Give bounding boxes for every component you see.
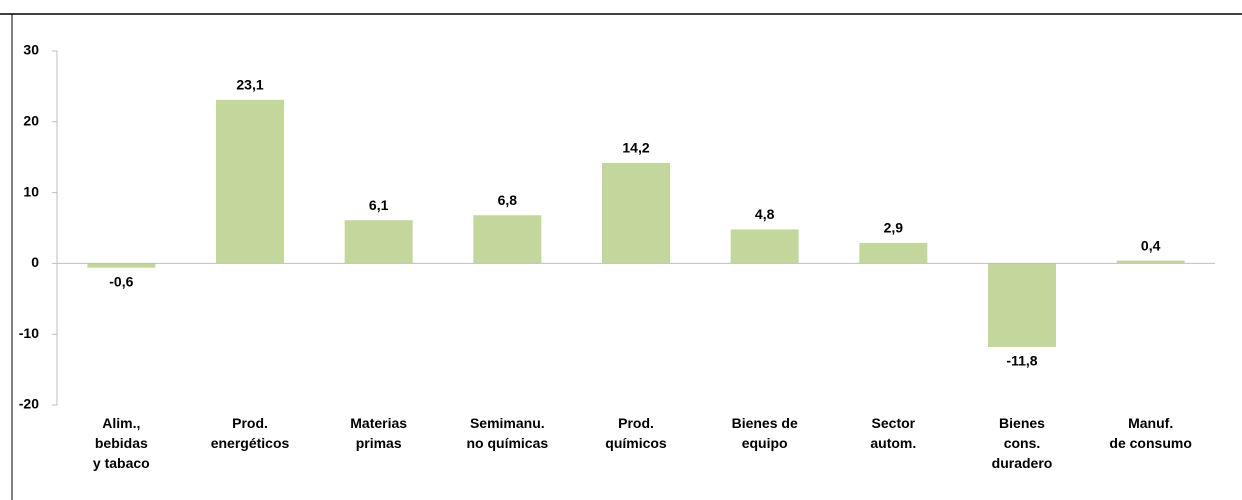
bar [988,263,1056,347]
x-tick-label: Sector autom. [870,415,916,451]
y-tick-label: -10 [19,325,39,341]
data-label: 6,8 [498,192,518,208]
data-label: -11,8 [1006,353,1037,369]
x-tick-label: Materias primas [350,415,407,451]
y-tick-label: -20 [19,396,39,412]
data-label: 6,1 [369,197,389,213]
bar [216,99,284,264]
x-tick-label: Manuf. de consumo [1109,415,1191,451]
bar [602,162,670,264]
bar [87,263,156,268]
x-tick-label: Prod. químicos [605,415,667,451]
bar [859,242,928,264]
x-tick-label: Prod. energéticos [211,415,290,451]
data-label: 4,8 [755,206,775,222]
x-tick-label: Semimanu. no químicas [466,415,548,451]
data-label: 23,1 [236,77,263,93]
bar [473,215,542,264]
data-label: 0,4 [1141,237,1161,253]
x-tick-label: Bienes de equipo [732,415,798,451]
y-tick-label: 20 [23,113,39,129]
data-label: -0,6 [109,273,133,289]
y-tick-label: 30 [23,42,39,58]
x-tick-label: Alim., bebidas y tabaco [93,415,150,471]
y-tick-label: 10 [23,183,39,199]
data-label: 14,2 [622,140,649,156]
x-tick-label: Bienes cons. duradero [992,415,1053,471]
bar [1116,260,1185,264]
bar [730,229,799,264]
y-tick-label: 0 [31,254,39,270]
data-label: 2,9 [884,220,904,236]
bar [344,220,413,264]
